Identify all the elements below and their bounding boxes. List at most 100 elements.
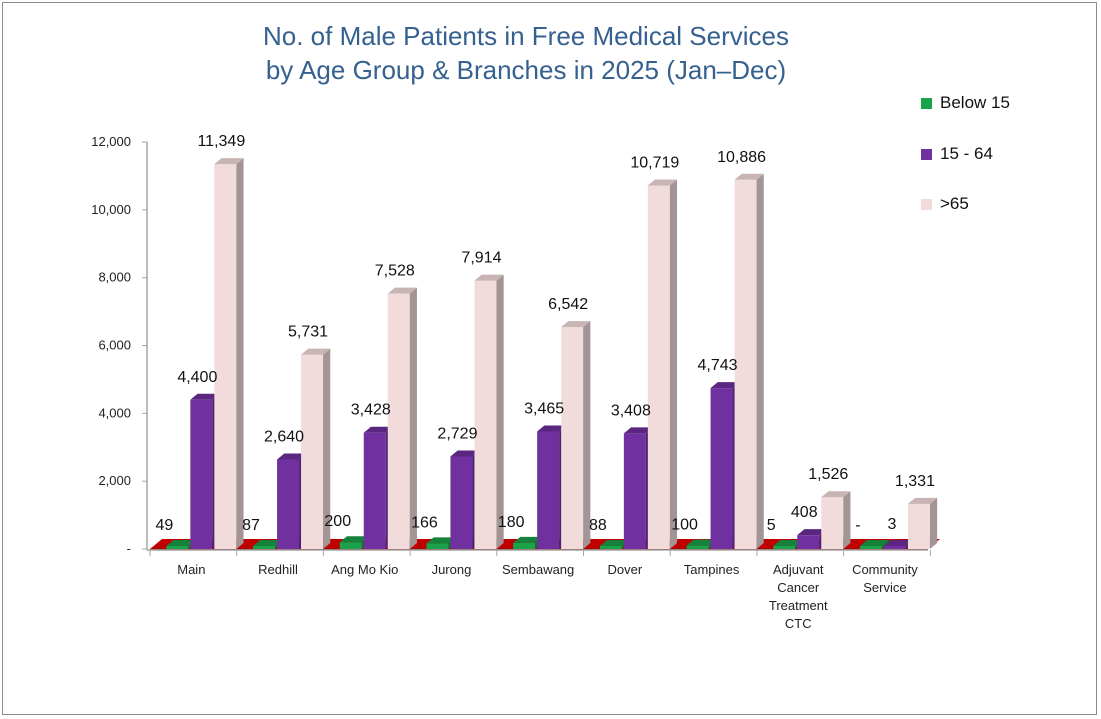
- bar-front: [363, 432, 386, 549]
- x-category-label: Redhill: [258, 562, 298, 577]
- data-label: 3,428: [351, 402, 391, 419]
- bar-front: [773, 546, 796, 549]
- data-label: 3,465: [524, 400, 564, 417]
- bar-top: [363, 426, 393, 433]
- bar-top: [301, 348, 331, 355]
- bar-top: [599, 540, 630, 546]
- bar-front: [450, 456, 473, 549]
- data-label: 10,886: [717, 149, 766, 166]
- bar-front: [339, 542, 362, 549]
- data-label: 1,526: [808, 466, 848, 483]
- data-label: 200: [324, 513, 351, 530]
- x-category-label: Jurong: [432, 562, 472, 577]
- bar-top: [710, 382, 740, 389]
- bar-top: [734, 173, 764, 180]
- chart-title-line-2: by Age Group & Branches in 2025 (Jan–Dec…: [265, 55, 787, 85]
- data-label: -: [855, 517, 860, 534]
- bar-top: [253, 540, 283, 546]
- bar-top: [387, 287, 417, 294]
- bar-front: [686, 545, 709, 549]
- bar-front: [797, 535, 820, 549]
- bar-front: [537, 431, 560, 549]
- y-tick-label: 10,000: [91, 202, 131, 217]
- bar-front: [821, 497, 844, 549]
- bar-front: [277, 459, 300, 549]
- label-layer: 49 4,400 11,349 87 2,640 5,731 200 3,428 7,528 16…: [155, 133, 935, 534]
- bar-front: [883, 546, 906, 549]
- legend-label-15-64: 15 - 64: [940, 144, 993, 163]
- axis-layer: - 2,000 4,000 6,000 8,000 10,000 12,000 Main Red…: [91, 134, 931, 631]
- legend-item-over-65: >65: [921, 194, 969, 214]
- bar--65: [734, 173, 764, 549]
- data-label: 100: [671, 517, 698, 534]
- bar-side: [496, 274, 504, 549]
- bar-front: [859, 546, 882, 549]
- bar-front: [561, 327, 584, 549]
- data-label: 88: [589, 517, 607, 534]
- bar-top: [623, 427, 654, 434]
- legend-swatch-over-65: [921, 198, 932, 210]
- bar-front: [599, 546, 622, 549]
- bar-front: [426, 543, 449, 549]
- x-category-label: Dover: [608, 562, 643, 577]
- data-label: 4,400: [177, 369, 217, 386]
- bar-front: [214, 164, 237, 549]
- bar-side: [409, 287, 417, 549]
- data-label: 49: [155, 517, 173, 534]
- bar-top: [277, 453, 307, 460]
- bar-top: [797, 529, 827, 536]
- data-label: 5,731: [288, 324, 328, 341]
- bar-front: [907, 503, 930, 549]
- bar-top: [883, 540, 914, 546]
- bar-top: [907, 497, 938, 504]
- bar-front: [623, 433, 646, 549]
- bar-side: [323, 348, 331, 549]
- x-category-label: Tampines: [684, 562, 740, 577]
- legend-item-15-64: 15 - 64: [921, 144, 993, 164]
- bar-top: [647, 179, 678, 186]
- legend-item-below-15: Below 15: [921, 93, 1010, 113]
- bar-side: [929, 497, 938, 549]
- x-category-label: Adjuvant: [773, 562, 824, 577]
- bar--65: [561, 321, 591, 549]
- y-tick-label: 2,000: [98, 473, 131, 488]
- bar-front: [647, 185, 670, 549]
- data-label: 2,640: [264, 428, 304, 445]
- chart-title: No. of Male Patients in Free Medical Ser…: [3, 19, 1049, 87]
- data-label: 4,743: [698, 357, 738, 374]
- bar-top: [821, 491, 851, 498]
- y-tick-label: 4,000: [98, 405, 131, 420]
- data-label: 5: [767, 517, 776, 534]
- bar-top: [474, 274, 504, 281]
- bar-side: [881, 540, 890, 549]
- bar-top: [190, 393, 220, 400]
- bar-top: [686, 539, 716, 546]
- x-category-label: Treatment: [769, 598, 828, 613]
- data-label: 7,528: [375, 263, 415, 280]
- bar-side: [669, 179, 678, 549]
- y-tick-label: 8,000: [98, 270, 131, 285]
- bar-top: [773, 540, 803, 546]
- bar--65: [301, 348, 331, 549]
- bar-front: [710, 388, 733, 549]
- bar--65: [821, 491, 851, 549]
- data-label: 87: [242, 517, 260, 534]
- x-category-label: Main: [177, 562, 205, 577]
- bar-side: [583, 321, 591, 549]
- data-label: 3: [887, 516, 896, 533]
- y-tick-label: 12,000: [91, 134, 131, 149]
- x-category-label: Service: [863, 580, 906, 595]
- bar-side: [756, 173, 764, 549]
- bar-top: [561, 321, 591, 328]
- bar--65: [387, 287, 417, 549]
- bar-top: [450, 450, 480, 457]
- bar-front: [474, 280, 497, 549]
- x-category-label: Ang Mo Kio: [331, 562, 398, 577]
- bar-top: [859, 540, 890, 546]
- bar--65: [214, 158, 244, 549]
- bar-layer: [166, 158, 938, 549]
- bar-front: [166, 546, 189, 549]
- legend-swatch-15-64: [921, 148, 932, 160]
- x-category-label: Cancer: [777, 580, 820, 595]
